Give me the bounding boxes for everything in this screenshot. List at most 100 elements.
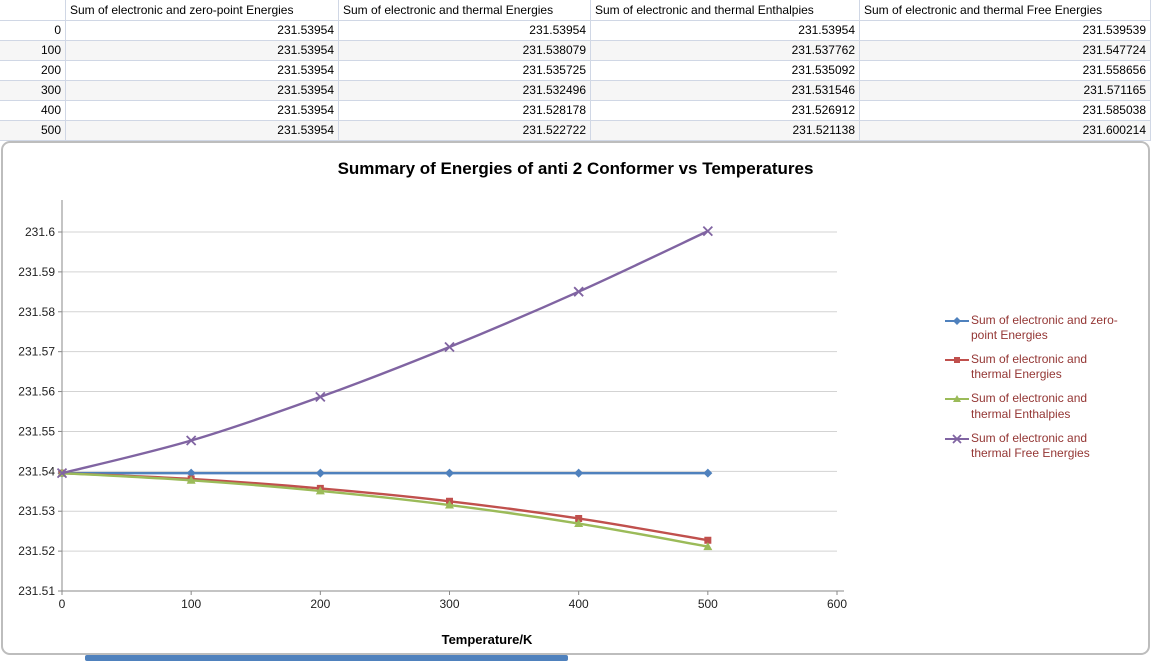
table-row: 400 231.53954 231.528178 231.526912 231.… <box>0 101 1151 121</box>
table-cell[interactable]: 231.558656 <box>860 61 1151 81</box>
table-cell[interactable]: 231.531546 <box>591 81 860 101</box>
table-cell[interactable] <box>0 0 66 21</box>
x-axis-tick-label: 100 <box>181 597 201 611</box>
horizontal-scrollbar[interactable] <box>85 655 568 661</box>
table-row: 0 231.53954 231.53954 231.53954 231.5395… <box>0 21 1151 41</box>
x-axis-tick-label: 300 <box>439 597 459 611</box>
x-axis-tick-label: 0 <box>59 597 66 611</box>
table-cell[interactable]: 200 <box>0 61 66 81</box>
legend-key-triangle-icon <box>945 395 969 403</box>
y-axis-tick-label: 231.57 <box>18 345 55 359</box>
chart-title: Summary of Energies of anti 2 Conformer … <box>337 159 814 178</box>
table-cell[interactable]: 231.53954 <box>66 61 339 81</box>
diamond-marker <box>574 468 584 478</box>
triangle-marker <box>574 519 584 528</box>
y-axis-tick-label: 231.51 <box>18 584 55 598</box>
triangle-marker <box>703 542 713 551</box>
table-cell[interactable]: 231.539539 <box>860 21 1151 41</box>
legend-key-square-icon <box>945 357 969 364</box>
table-cell[interactable]: 231.537762 <box>591 41 860 61</box>
legend-item[interactable]: Sum of electronic and thermal Free Energ… <box>944 431 1144 461</box>
x-axis-tick-label: 400 <box>569 597 589 611</box>
plot-area: 231.51 231.52 231.53 231.54 231.55 231.56 231.… <box>18 200 847 611</box>
x-marker <box>573 286 584 297</box>
table-cell[interactable]: 231.53954 <box>66 101 339 121</box>
table-cell[interactable]: 231.522722 <box>339 121 591 141</box>
table-cell[interactable]: 231.53954 <box>66 21 339 41</box>
x-axis-title: Temperature/K <box>441 632 533 647</box>
table-column-header[interactable]: Sum of electronic and thermal Enthalpies <box>591 0 860 21</box>
triangle-marker <box>186 475 196 484</box>
table-cell[interactable]: 231.538079 <box>339 41 591 61</box>
legend-key-x-icon <box>945 434 969 444</box>
triangle-marker <box>953 395 961 403</box>
table-cell[interactable]: 500 <box>0 121 66 141</box>
y-axis-tick-label: 231.54 <box>18 464 55 478</box>
x-marker <box>56 468 68 479</box>
triangle-marker <box>445 500 454 509</box>
y-axis-tick-label: 231.59 <box>18 265 55 279</box>
table-cell[interactable]: 231.571165 <box>860 81 1151 101</box>
table-cell[interactable]: 231.53954 <box>66 81 339 101</box>
table-cell[interactable]: 231.547724 <box>860 41 1151 61</box>
legend-label: Sum of electronic and thermal Free Energ… <box>971 430 1090 460</box>
table-cell[interactable]: 231.521138 <box>591 121 860 141</box>
x-axis-tick-label: 600 <box>827 597 847 611</box>
y-axis-tick-label: 231.55 <box>18 424 55 438</box>
table-row: 300 231.53954 231.532496 231.531546 231.… <box>0 81 1151 101</box>
diamond-marker <box>186 468 196 478</box>
legend-label: Sum of electronic and thermal Energies <box>971 352 1088 382</box>
table-cell[interactable]: 231.535725 <box>339 61 591 81</box>
table-cell[interactable]: 231.535092 <box>591 61 860 81</box>
x-marker <box>702 226 713 237</box>
table-row: 100 231.53954 231.538079 231.537762 231.… <box>0 41 1151 61</box>
chart-panel[interactable]: Summary of Energies of anti 2 Conformer … <box>1 141 1150 655</box>
table-cell[interactable]: 231.53954 <box>66 41 339 61</box>
table-row: 500 231.53954 231.522722 231.521138 231.… <box>0 121 1151 141</box>
table-cell[interactable]: 231.526912 <box>591 101 860 121</box>
table-cell[interactable]: 231.53954 <box>339 21 591 41</box>
x-marker <box>952 434 962 444</box>
legend-label: Sum of electronic and zero-point Energie… <box>971 313 1118 343</box>
table-cell[interactable]: 231.53954 <box>66 121 339 141</box>
x-axis-tick-label: 200 <box>310 597 330 611</box>
table-column-header[interactable]: Sum of electronic and zero-point Energie… <box>66 0 339 21</box>
legend-item[interactable]: Sum of electronic and thermal Energies <box>944 352 1144 382</box>
table-cell[interactable]: 231.532496 <box>339 81 591 101</box>
square-marker <box>575 514 583 522</box>
diamond-marker <box>445 468 454 478</box>
legend-item[interactable]: Sum of electronic and zero-point Energie… <box>944 313 1144 343</box>
table-cell[interactable]: 231.528178 <box>339 101 591 121</box>
table-cell[interactable]: 231.53954 <box>591 21 860 41</box>
series-line-triangle <box>61 471 709 548</box>
table-cell[interactable]: 400 <box>0 101 66 121</box>
y-axis-tick-label: 231.52 <box>18 544 55 558</box>
table-cell[interactable]: 100 <box>0 41 66 61</box>
legend-key-diamond-icon <box>945 317 969 325</box>
diamond-marker <box>953 317 961 325</box>
x-marker <box>444 341 455 353</box>
y-axis-tick-label: 231.58 <box>18 305 55 319</box>
square-marker <box>704 536 712 544</box>
x-marker <box>186 435 197 446</box>
table-column-header[interactable]: Sum of electronic and thermal Free Energ… <box>860 0 1151 21</box>
diamond-marker <box>315 468 325 478</box>
table-cell[interactable]: 300 <box>0 81 66 101</box>
series-line-x <box>61 230 709 475</box>
y-axis-tick-label: 231.6 <box>25 225 55 239</box>
chart-legend: Sum of electronic and zero-point Energie… <box>944 313 1144 461</box>
diamond-marker <box>703 468 713 478</box>
legend-label: Sum of electronic and thermal Enthalpies <box>971 391 1088 421</box>
table-header-row: Sum of electronic and zero-point Energie… <box>0 0 1151 21</box>
table-cell[interactable]: 231.600214 <box>860 121 1151 141</box>
y-axis-tick-label: 231.53 <box>18 504 55 518</box>
y-axis-tick-label: 231.56 <box>18 385 55 399</box>
triangle-marker <box>315 486 325 495</box>
table-column-header[interactable]: Sum of electronic and thermal Energies <box>339 0 591 21</box>
table-row: 200 231.53954 231.535725 231.535092 231.… <box>0 61 1151 81</box>
x-marker <box>315 391 326 403</box>
table-cell[interactable]: 231.585038 <box>860 101 1151 121</box>
spreadsheet-table: Sum of electronic and zero-point Energie… <box>0 0 1151 141</box>
legend-item[interactable]: Sum of electronic and thermal Enthalpies <box>944 391 1144 421</box>
table-cell[interactable]: 0 <box>0 21 66 41</box>
